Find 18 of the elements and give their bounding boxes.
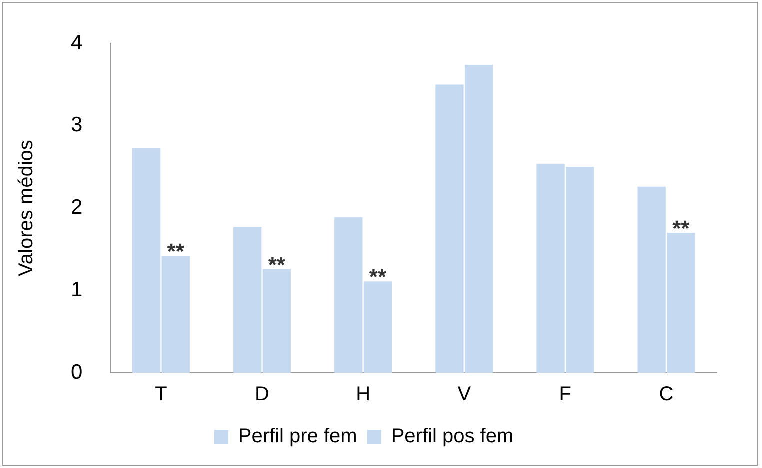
legend-label: Perfil pos fem [391, 426, 514, 448]
x-tick-label: V [458, 384, 472, 406]
annotation: ** [167, 239, 185, 264]
x-tick-label: H [356, 384, 371, 406]
y-tick-label: 2 [70, 196, 83, 220]
legend-label: Perfil pre fem [238, 426, 358, 448]
y-axis-title: Valores médios [16, 140, 38, 276]
annotation: ** [268, 252, 286, 278]
annotation: ** [672, 216, 690, 242]
annotation: ** [369, 264, 387, 290]
y-tick-label: 0 [70, 360, 83, 384]
y-tick-label: 3 [70, 114, 83, 137]
x-tick-label: F [559, 384, 572, 406]
y-tick-label: 1 [70, 278, 83, 302]
x-tick-label: D [255, 384, 270, 406]
x-tick-label: C [659, 384, 674, 406]
y-tick-label: 4 [70, 31, 83, 54]
x-tick-label: T [155, 384, 168, 406]
